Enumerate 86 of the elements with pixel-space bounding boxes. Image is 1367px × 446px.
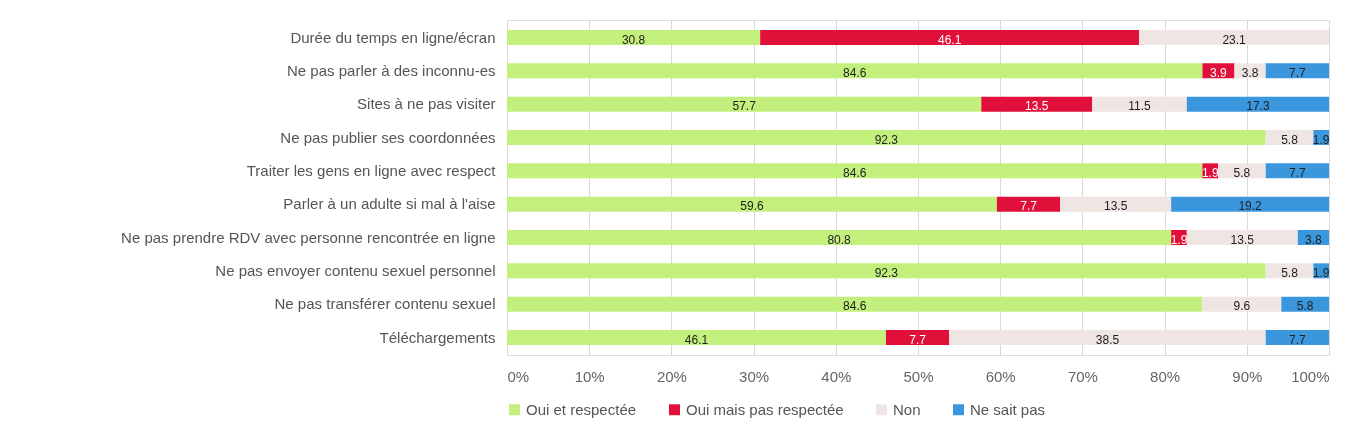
bar: [507, 163, 1203, 179]
data-label: 9.6: [1233, 299, 1251, 314]
x-tick-label: 90%: [1232, 367, 1263, 385]
data-label: 13.5: [1104, 199, 1128, 214]
y-tick-label: Ne pas publier ses coordonnées: [280, 128, 496, 146]
bar: [1139, 30, 1329, 45]
bar: [1060, 196, 1172, 212]
data-label: 7.7: [909, 332, 927, 347]
bar: [507, 30, 761, 45]
y-tick-label: Téléchargements: [379, 328, 496, 346]
bar: [507, 96, 982, 112]
bar: [1265, 163, 1329, 179]
x-tick-label: 60%: [985, 367, 1016, 385]
bar: [507, 330, 886, 345]
legend-label: Ne sait pas: [970, 400, 1046, 418]
bar: [996, 196, 1061, 212]
data-label: 38.5: [1095, 332, 1120, 347]
bar: [507, 196, 997, 212]
bar: [760, 30, 1140, 45]
y-tick-label: Parler à un adulte si mal à l'aise: [283, 195, 496, 213]
data-label: 92.3: [874, 132, 899, 147]
x-tick-label: 40%: [821, 367, 852, 385]
bar: [507, 230, 1172, 245]
y-tick-label: Ne pas parler à des inconnu-es: [287, 61, 496, 79]
y-tick-label: Sites à ne pas visiter: [357, 95, 496, 113]
data-label: 84.6: [843, 299, 867, 314]
x-tick-label: 20%: [656, 367, 687, 385]
legend-label: Oui mais pas respectée: [686, 400, 844, 418]
bar: [949, 330, 1266, 345]
x-tick-label: 30%: [739, 367, 770, 385]
y-tick-label: Ne pas transférer contenu sexuel: [274, 295, 496, 313]
legend-label: Oui et respectée: [526, 400, 637, 418]
bar: [1186, 96, 1329, 112]
data-label: 5.8: [1233, 165, 1251, 180]
y-tick-label: Ne pas envoyer contenu sexuel personnel: [215, 261, 496, 279]
data-label: 46.1: [684, 332, 709, 347]
data-label: 23.1: [1222, 32, 1247, 47]
bar: [1202, 296, 1282, 312]
bar: [1171, 196, 1329, 212]
x-tick-label: 70%: [1067, 367, 1098, 385]
bar: [1092, 96, 1187, 112]
bar: [1265, 330, 1329, 345]
data-label: 3.8: [1241, 65, 1259, 80]
data-label: 1.9: [1170, 232, 1188, 247]
data-label: 3.8: [1305, 232, 1323, 247]
data-label: 7.7: [1289, 165, 1307, 180]
data-label: 1.9: [1312, 265, 1330, 280]
bar: [1265, 63, 1329, 79]
bar: [1186, 230, 1298, 245]
x-tick-label: 0%: [507, 367, 530, 385]
data-label: 5.8: [1296, 299, 1314, 314]
data-label: 5.8: [1281, 265, 1299, 280]
data-label: 19.2: [1238, 199, 1263, 214]
bar: [507, 63, 1203, 79]
data-label: 7.7: [1020, 199, 1038, 214]
x-tick-label: 100%: [1291, 367, 1330, 385]
data-label: 80.8: [827, 232, 852, 247]
y-tick-label: Durée du temps en ligne/écran: [290, 28, 496, 46]
bar: [885, 330, 950, 345]
y-tick-label: Traiter les gens en ligne avec respect: [246, 161, 497, 179]
y-tick-label: Ne pas prendre RDV avec personne rencontrée en ligne: [121, 228, 496, 246]
data-label: 59.6: [740, 199, 764, 214]
data-label: 17.3: [1246, 99, 1270, 114]
data-label: 92.3: [874, 265, 899, 280]
data-label: 7.7: [1289, 65, 1307, 80]
legend-label: Non: [893, 400, 921, 418]
data-label: 30.8: [621, 32, 646, 47]
data-label: 84.6: [843, 165, 867, 180]
x-tick-label: 50%: [903, 367, 934, 385]
data-label: 5.8: [1281, 132, 1299, 147]
bar: [507, 130, 1266, 145]
data-label: 13.5: [1230, 232, 1255, 247]
bar: [507, 263, 1266, 279]
data-label: 1.9: [1201, 165, 1219, 180]
data-label: 84.6: [843, 65, 867, 80]
x-tick-label: 10%: [574, 367, 605, 385]
data-label: 3.9: [1210, 65, 1228, 80]
data-label: 46.1: [937, 32, 962, 47]
data-label: 1.9: [1312, 132, 1330, 147]
data-label: 7.7: [1289, 332, 1307, 347]
data-label: 13.5: [1025, 99, 1049, 114]
x-tick-label: 80%: [1150, 367, 1181, 385]
data-label: 57.7: [732, 99, 757, 114]
bar: [507, 296, 1203, 312]
bar: [981, 96, 1093, 112]
data-label: 11.5: [1128, 99, 1152, 114]
